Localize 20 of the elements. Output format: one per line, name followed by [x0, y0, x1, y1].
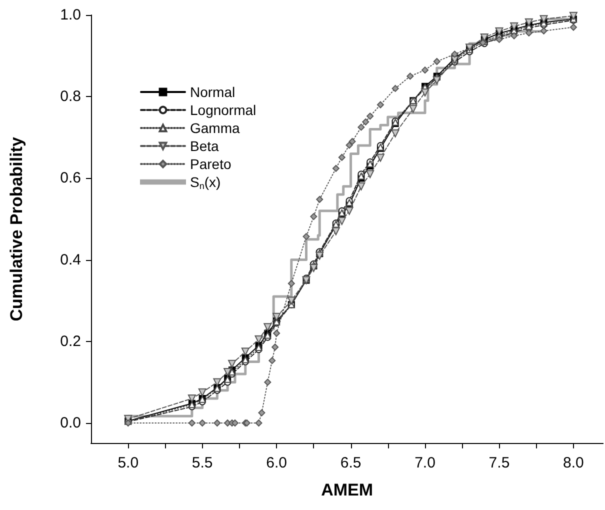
y-tick-label: 0.2	[60, 332, 81, 350]
y-tick-label: 0.6	[60, 170, 81, 187]
x-tick-label: 6.0	[266, 454, 287, 472]
x-tick-label: 5.0	[118, 454, 139, 472]
x-tick-label: 7.0	[414, 454, 436, 472]
y-tick-label: 0.4	[60, 251, 81, 268]
y-tick-label: 0.8	[60, 88, 81, 106]
legend-label: Pareto	[190, 156, 232, 172]
x-tick-label: 8.0	[563, 454, 584, 472]
x-tick-label: 6.5	[340, 454, 362, 472]
x-tick-label: 5.5	[192, 454, 213, 472]
legend-label: Gamma	[190, 120, 240, 136]
y-tick-label: 0.0	[60, 414, 81, 432]
y-axis-title: Cumulative Probability	[7, 136, 26, 322]
legend-label: Beta	[190, 138, 220, 154]
x-tick-label: 7.5	[488, 454, 510, 472]
legend-label: Lognormal	[190, 102, 256, 118]
y-tick-label: 1.0	[60, 6, 81, 24]
x-axis-title: AMEM	[321, 480, 374, 500]
legend-label: Normal	[190, 84, 236, 100]
